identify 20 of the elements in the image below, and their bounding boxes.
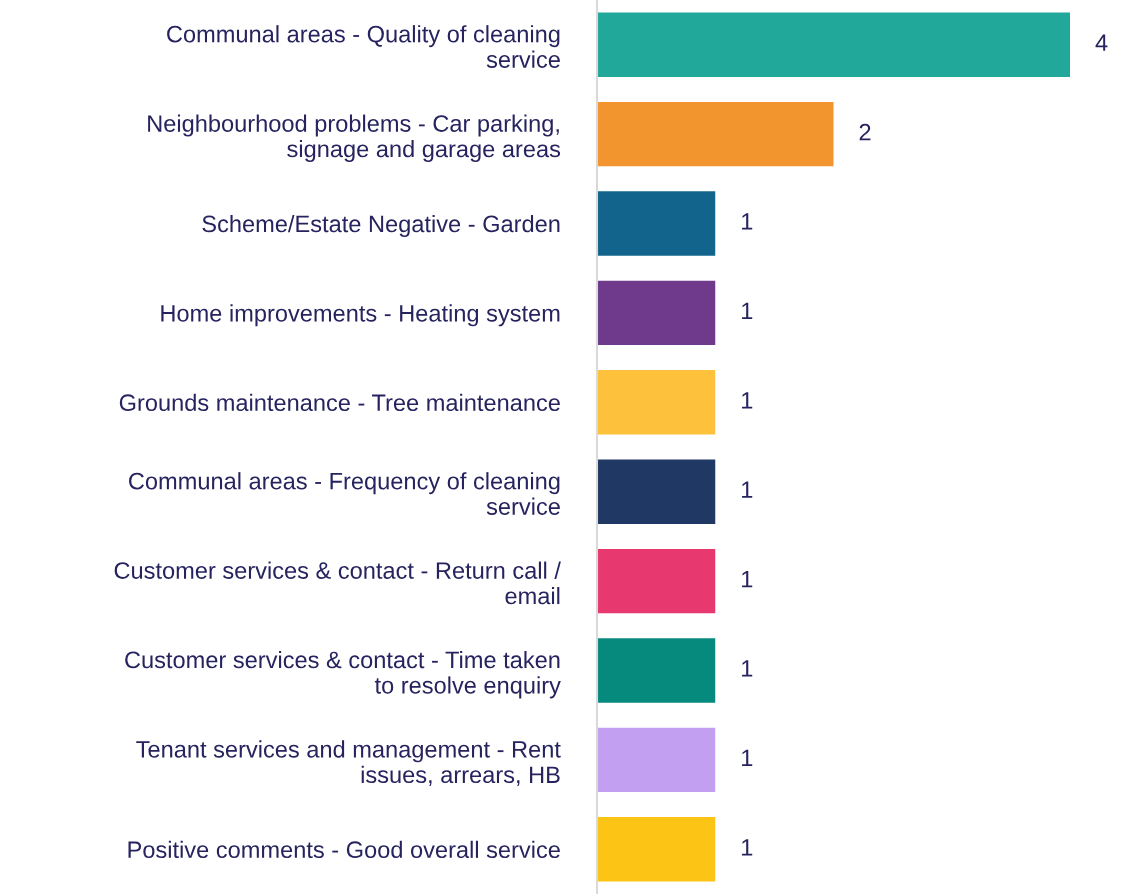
y-tick-label: Grounds maintenance - Tree maintenance <box>119 393 560 412</box>
y-tick-label: Scheme/Estate Negative - Garden <box>202 214 560 237</box>
data-label: 4 <box>1095 34 1108 51</box>
data-label: 1 <box>742 392 753 409</box>
data-label: 2 <box>859 123 871 141</box>
data-label: 1 <box>742 839 753 856</box>
y-tick-label: Home improvements - Heating system <box>161 304 560 327</box>
data-label: 1 <box>742 481 753 498</box>
y-tick-label: Communal areas - Frequency of cleaning service <box>129 472 560 515</box>
y-tick-label: Customer services & contact - Return call / email <box>114 561 561 605</box>
y-tick-label: Positive comments - Good overall service <box>128 840 560 859</box>
data-label: 1 <box>742 570 753 588</box>
y-tick-label: Communal areas - Quality of cleaning service <box>167 25 560 68</box>
y-tick-label: Neighbourhood problems - Car parking, signage and garage areas <box>148 114 561 162</box>
data-label: 1 <box>742 660 753 677</box>
y-tick-label: Tenant services and management - Rent issues, arrears, HB <box>136 740 561 786</box>
data-label: 1 <box>742 749 753 767</box>
data-label: 1 <box>742 302 753 320</box>
data-label: 1 <box>742 213 753 230</box>
y-tick-label: Customer services & contact - Time taken to resolve enquiry <box>125 650 561 699</box>
